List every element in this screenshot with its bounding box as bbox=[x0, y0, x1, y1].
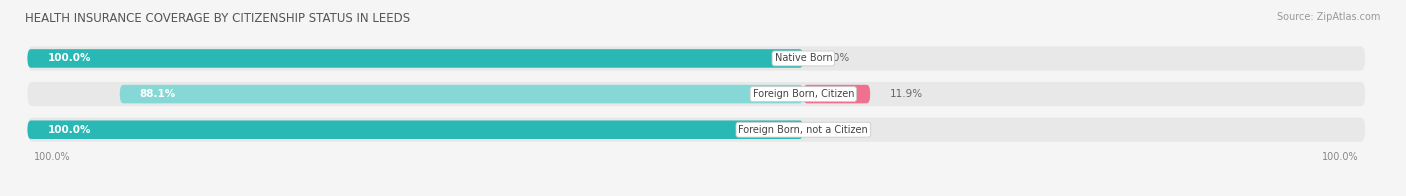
Text: 88.1%: 88.1% bbox=[139, 89, 176, 99]
FancyBboxPatch shape bbox=[28, 121, 803, 139]
FancyBboxPatch shape bbox=[803, 85, 870, 103]
Text: 11.9%: 11.9% bbox=[890, 89, 924, 99]
FancyBboxPatch shape bbox=[28, 118, 1365, 142]
Text: 0.0%: 0.0% bbox=[824, 125, 849, 135]
Text: 100.0%: 100.0% bbox=[1322, 152, 1358, 162]
FancyBboxPatch shape bbox=[28, 46, 1365, 71]
Text: 0.0%: 0.0% bbox=[824, 54, 849, 64]
Text: 100.0%: 100.0% bbox=[48, 54, 91, 64]
FancyBboxPatch shape bbox=[120, 85, 803, 103]
Text: Source: ZipAtlas.com: Source: ZipAtlas.com bbox=[1277, 12, 1381, 22]
FancyBboxPatch shape bbox=[28, 49, 803, 68]
Text: HEALTH INSURANCE COVERAGE BY CITIZENSHIP STATUS IN LEEDS: HEALTH INSURANCE COVERAGE BY CITIZENSHIP… bbox=[25, 12, 411, 25]
Text: 100.0%: 100.0% bbox=[34, 152, 70, 162]
Text: Foreign Born, not a Citizen: Foreign Born, not a Citizen bbox=[738, 125, 869, 135]
Legend: With Coverage, Without Coverage: With Coverage, Without Coverage bbox=[600, 195, 806, 196]
Text: 100.0%: 100.0% bbox=[48, 125, 91, 135]
Text: Native Born: Native Born bbox=[775, 54, 832, 64]
Text: Foreign Born, Citizen: Foreign Born, Citizen bbox=[752, 89, 853, 99]
FancyBboxPatch shape bbox=[28, 82, 1365, 106]
